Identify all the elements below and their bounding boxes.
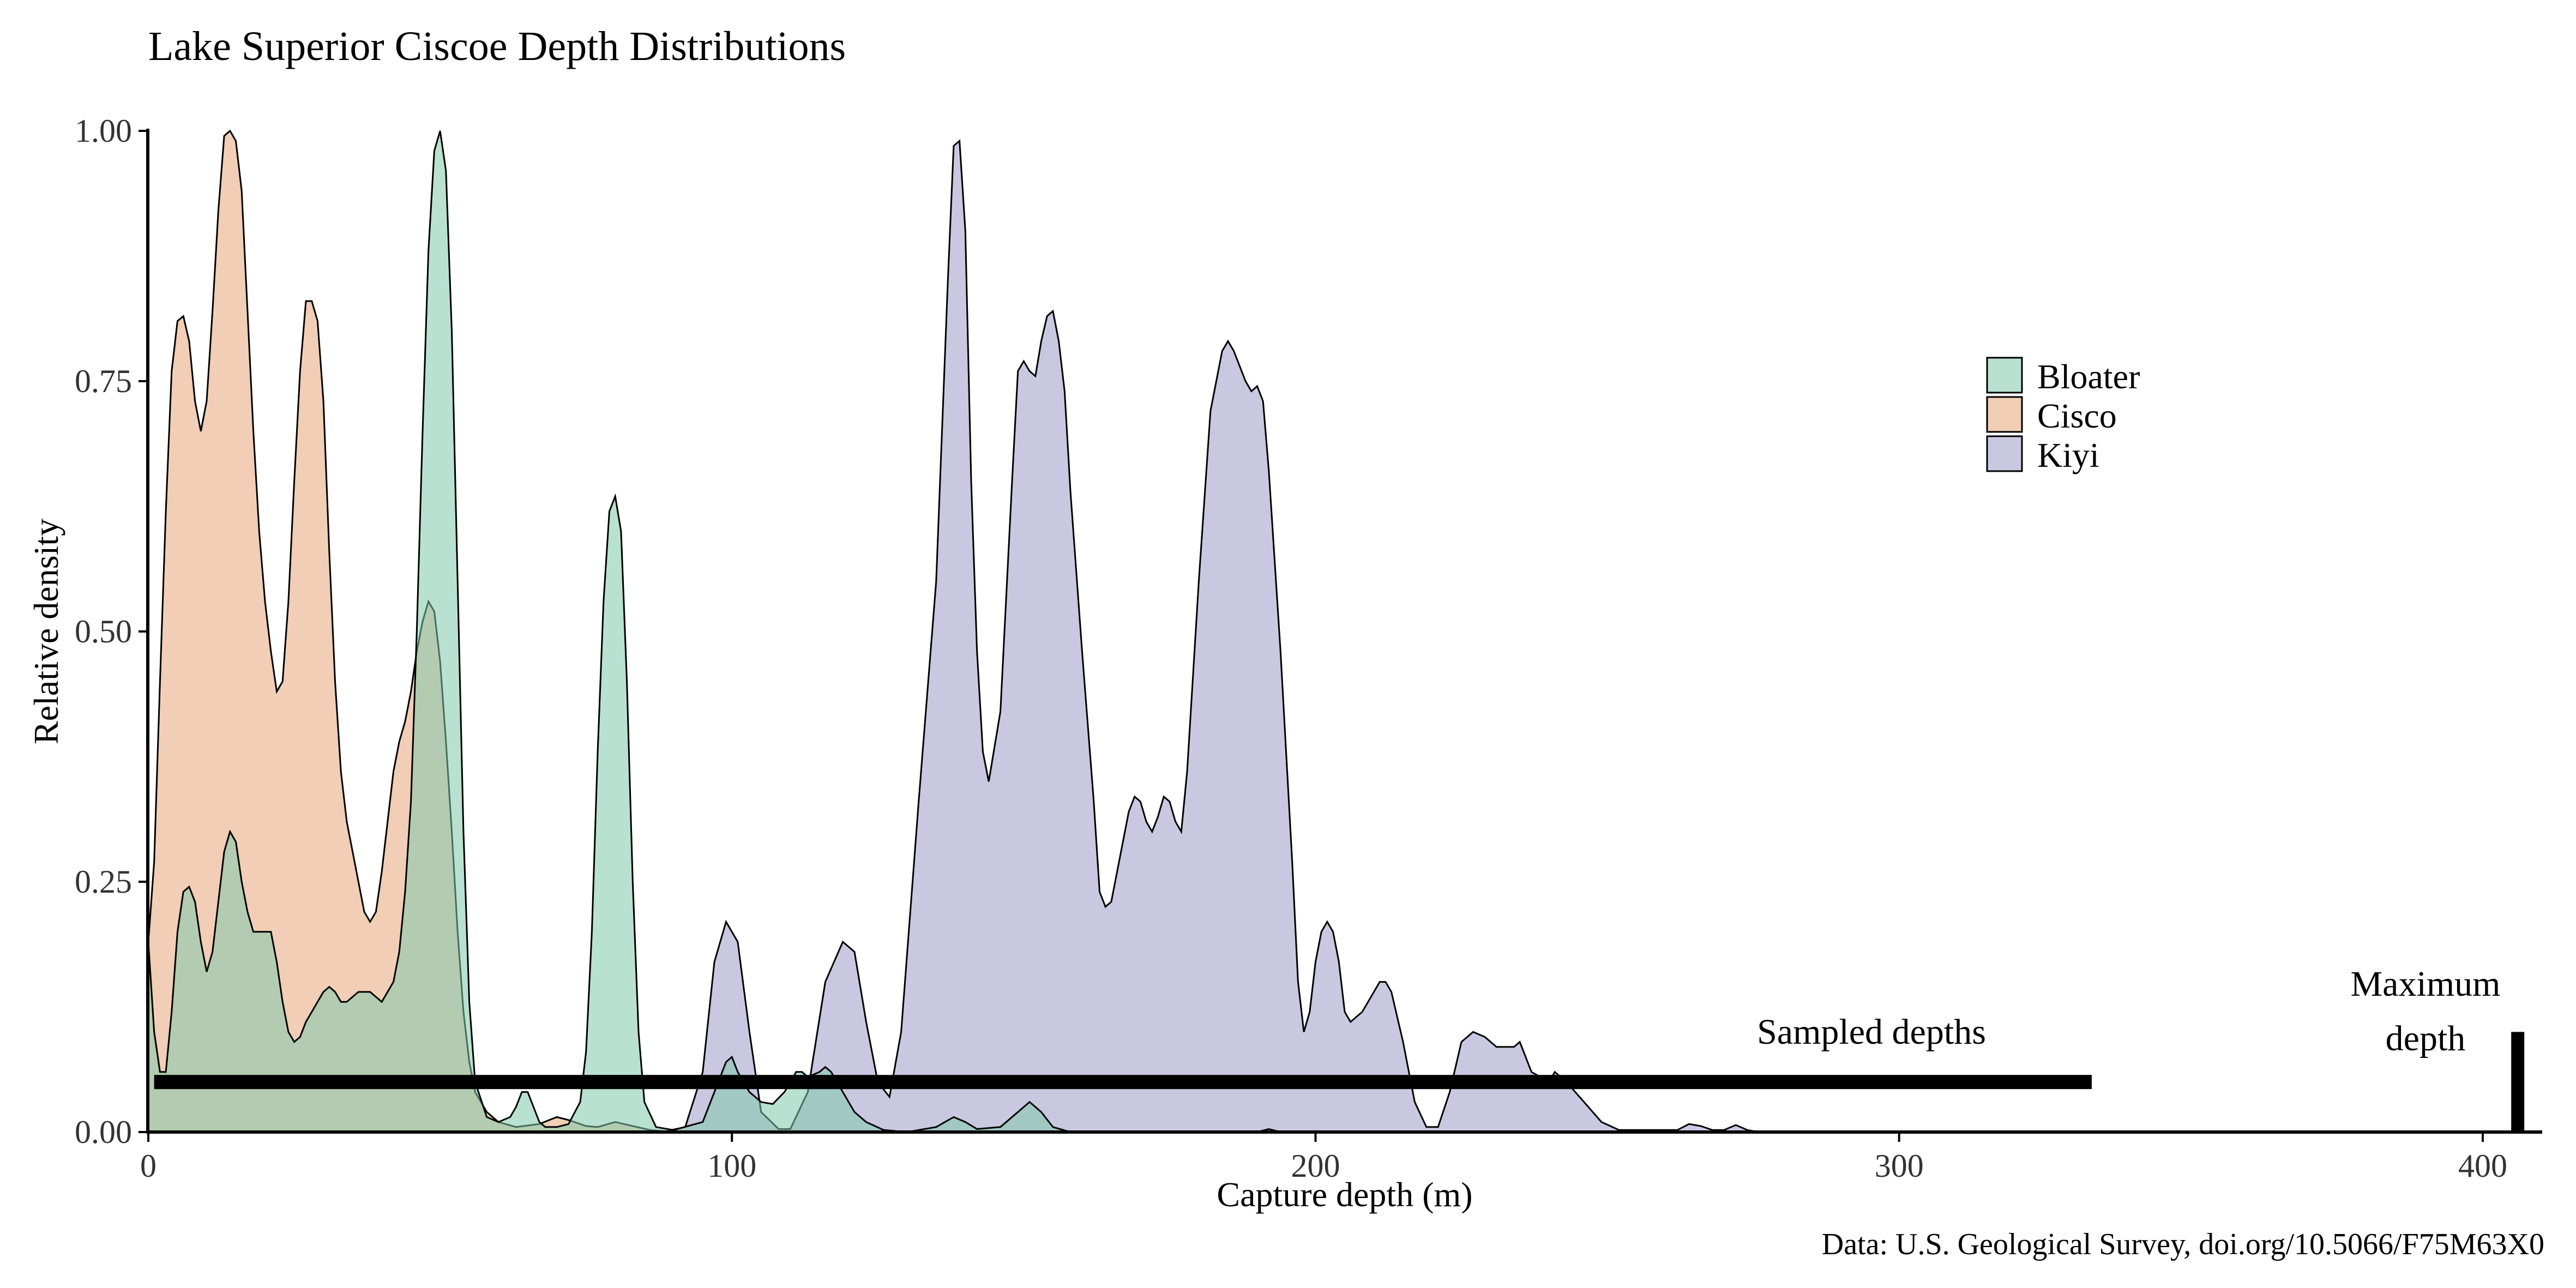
legend-label-cisco: Cisco [2037, 396, 2117, 435]
x-axis-title: Capture depth (m) [1217, 1175, 1472, 1214]
y-tick-label: 1.00 [75, 113, 132, 149]
y-tick-label: 0.00 [75, 1114, 132, 1150]
maximum-depth-label-line2: depth [2386, 1019, 2466, 1058]
legend-label-bloater: Bloater [2037, 357, 2140, 396]
legend: Bloater Cisco Kiyi [1987, 357, 2140, 474]
y-tick-label: 0.50 [75, 613, 132, 649]
y-ticks: 0.00 0.25 0.50 0.75 1.00 [75, 113, 148, 1150]
y-tick-label: 0.75 [75, 363, 132, 399]
data-source-caption: Data: U.S. Geological Survey, doi.org/10… [1822, 1227, 2544, 1261]
density-areas [148, 131, 1783, 1132]
plot-area: 0 100 200 300 400 0.000.250.500.751.00 [75, 113, 2542, 1184]
x-tick-label: 300 [1875, 1148, 1924, 1184]
y-tick-label: 0.25 [75, 864, 132, 900]
chart-title: Lake Superior Ciscoe Depth Distributions [148, 23, 846, 69]
legend-label-kiyi: Kiyi [2037, 436, 2099, 474]
legend-key-cisco [1987, 397, 2022, 432]
legend-key-bloater [1987, 358, 2022, 393]
y-axis-title: Relative density [27, 519, 65, 744]
x-tick-label: 100 [707, 1148, 756, 1184]
x-tick-label: 0 [140, 1148, 157, 1184]
sampled-depths-label: Sampled depths [1757, 1012, 1986, 1052]
maximum-depth-label-line1: Maximum [2351, 964, 2501, 1004]
legend-key-kiyi [1987, 436, 2022, 471]
x-tick-label: 400 [2458, 1148, 2507, 1184]
